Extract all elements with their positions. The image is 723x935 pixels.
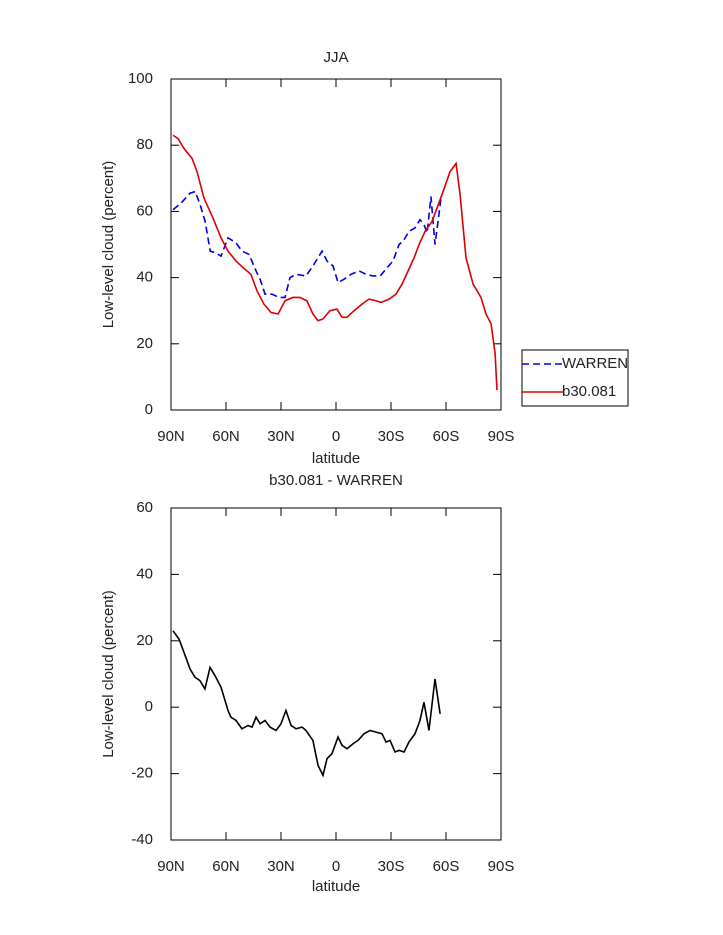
y-tick-label: -20: [131, 765, 153, 782]
x-tick-label: 90S: [488, 428, 515, 445]
y-tick-label: 100: [128, 70, 153, 87]
y-axis-label: Low-level cloud (percent): [100, 161, 117, 329]
legend-box: [521, 349, 629, 407]
x-tick-label: 30S: [378, 428, 405, 445]
y-tick-label: 0: [145, 401, 153, 418]
legend-label: b30.081: [562, 383, 616, 400]
x-tick-label: 60S: [433, 858, 460, 875]
x-tick-label: 60S: [433, 428, 460, 445]
x-tick-label: 30N: [267, 858, 295, 875]
chart-title: JJA: [323, 49, 348, 66]
x-axis-label: latitude: [312, 450, 360, 467]
y-axis-label: Low-level cloud (percent): [100, 590, 117, 758]
x-tick-label: 60N: [212, 858, 240, 875]
series-line: [172, 630, 441, 778]
x-tick-label: 30N: [267, 428, 295, 445]
x-tick-label: 30S: [378, 858, 405, 875]
legend-label: WARREN: [562, 355, 628, 372]
x-tick-label: 0: [332, 858, 340, 875]
plot-frame: [170, 78, 502, 411]
chart-title: b30.081 - WARREN: [269, 472, 403, 489]
y-tick-label: -40: [131, 831, 153, 848]
y-tick-label: 60: [136, 202, 153, 219]
y-tick-label: 40: [136, 565, 153, 582]
y-tick-label: 60: [136, 499, 153, 516]
y-tick-label: 20: [136, 335, 153, 352]
x-tick-label: 90N: [157, 858, 185, 875]
x-axis-label: latitude: [312, 878, 360, 895]
series-line: [172, 190, 442, 299]
y-tick-label: 80: [136, 136, 153, 153]
x-tick-label: 90S: [488, 858, 515, 875]
x-tick-label: 0: [332, 428, 340, 445]
y-tick-label: 40: [136, 269, 153, 286]
plot-frame: [170, 507, 502, 841]
series-line: [172, 134, 498, 391]
y-tick-label: 0: [145, 698, 153, 715]
x-tick-label: 60N: [212, 428, 240, 445]
y-tick-label: 20: [136, 632, 153, 649]
x-tick-label: 90N: [157, 428, 185, 445]
